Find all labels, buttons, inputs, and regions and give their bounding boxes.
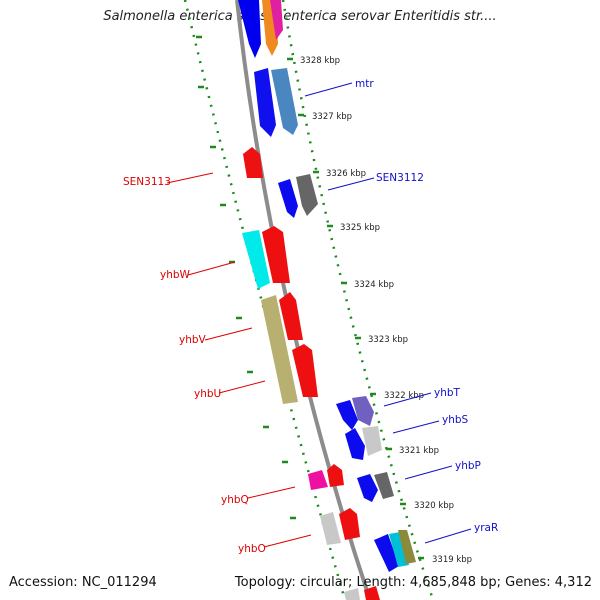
gene-yhbv-olive	[261, 295, 298, 404]
gene-yrar-olive	[398, 530, 416, 564]
gene-label-yhbv: yhbV	[179, 334, 207, 346]
gene-top-magenta	[270, 0, 283, 40]
gene-mtr-blue	[254, 68, 276, 137]
gene-sen3113	[243, 147, 263, 178]
gene-yhbv-red	[279, 292, 303, 340]
right-gene-labels: mtr SEN3112 yhbT yhbS yhbP yraR	[304, 78, 498, 544]
gene-label-yhbp: yhbP	[455, 460, 481, 472]
outer-ring-right	[281, 0, 435, 600]
gene-label-mtr: mtr	[355, 78, 374, 90]
gene-label-yhbw: yhbW	[160, 269, 191, 281]
gene-label-yhbs: yhbS	[442, 414, 469, 426]
gene-sen3112-gray	[296, 174, 318, 216]
topology-summary: Topology: circular; Length: 4,685,848 bp…	[234, 575, 592, 590]
tick-label: 3325 kbp	[340, 223, 380, 233]
tick-label: 3320 kbp	[414, 501, 454, 511]
left-gene-labels: SEN3113 yhbW yhbV yhbU yhbQ yhbO	[123, 172, 312, 555]
gene-mtr-steel	[271, 68, 298, 135]
gene-yhbw-red	[262, 226, 290, 283]
gene-yhbq-red	[327, 464, 344, 487]
map-title: Salmonella enterica subsp. enterica sero…	[103, 9, 497, 24]
gene-yrar-blue	[374, 534, 399, 572]
gene-label-yhbq: yhbQ	[221, 494, 249, 506]
gene-yhbp-blue	[357, 474, 378, 502]
gene-yhbs-blue	[345, 428, 365, 460]
gene-yhbt-purple	[352, 396, 374, 426]
gene-label-sen3113: SEN3113	[123, 176, 171, 188]
gene-yhbq-pink	[308, 470, 328, 490]
tick-label: 3319 kbp	[432, 555, 472, 565]
right-ticks	[287, 57, 424, 560]
tick-label: 3322 kbp	[384, 391, 424, 401]
gene-label-yrar: yraR	[474, 522, 498, 534]
gene-yhbt-blue	[336, 400, 358, 430]
gene-bottom-red	[364, 586, 380, 600]
gene-yrar-cyan	[389, 532, 409, 567]
gene-label-yhbo: yhbO	[238, 543, 266, 555]
gene-label-yhbu: yhbU	[194, 388, 221, 400]
left-ticks	[196, 35, 296, 520]
gene-yhbp-gray	[374, 472, 394, 499]
tick-label: 3327 kbp	[312, 112, 352, 122]
gene-yhbs-light	[362, 426, 382, 456]
tick-label: 3328 kbp	[300, 56, 340, 66]
gene-yhbw-cyan	[242, 230, 270, 289]
accession-text: Accession: NC_011294	[9, 575, 157, 590]
gene-top-blue	[238, 0, 261, 58]
gene-yhbo-gray	[320, 512, 341, 545]
tick-label: 3324 kbp	[354, 280, 394, 290]
tick-labels: 3328 kbp 3327 kbp 3326 kbp 3325 kbp 3324…	[300, 56, 472, 565]
gene-sen3112-blue	[278, 179, 298, 218]
gene-label-yhbt: yhbT	[434, 387, 461, 399]
gene-yhbu-red	[292, 344, 318, 397]
gene-bottom-gray	[344, 588, 360, 600]
tick-label: 3321 kbp	[399, 446, 439, 456]
tick-label: 3323 kbp	[368, 335, 408, 345]
gene-label-sen3112: SEN3112	[376, 172, 424, 184]
gene-yhbo-red	[339, 508, 360, 540]
tick-label: 3326 kbp	[326, 169, 366, 179]
